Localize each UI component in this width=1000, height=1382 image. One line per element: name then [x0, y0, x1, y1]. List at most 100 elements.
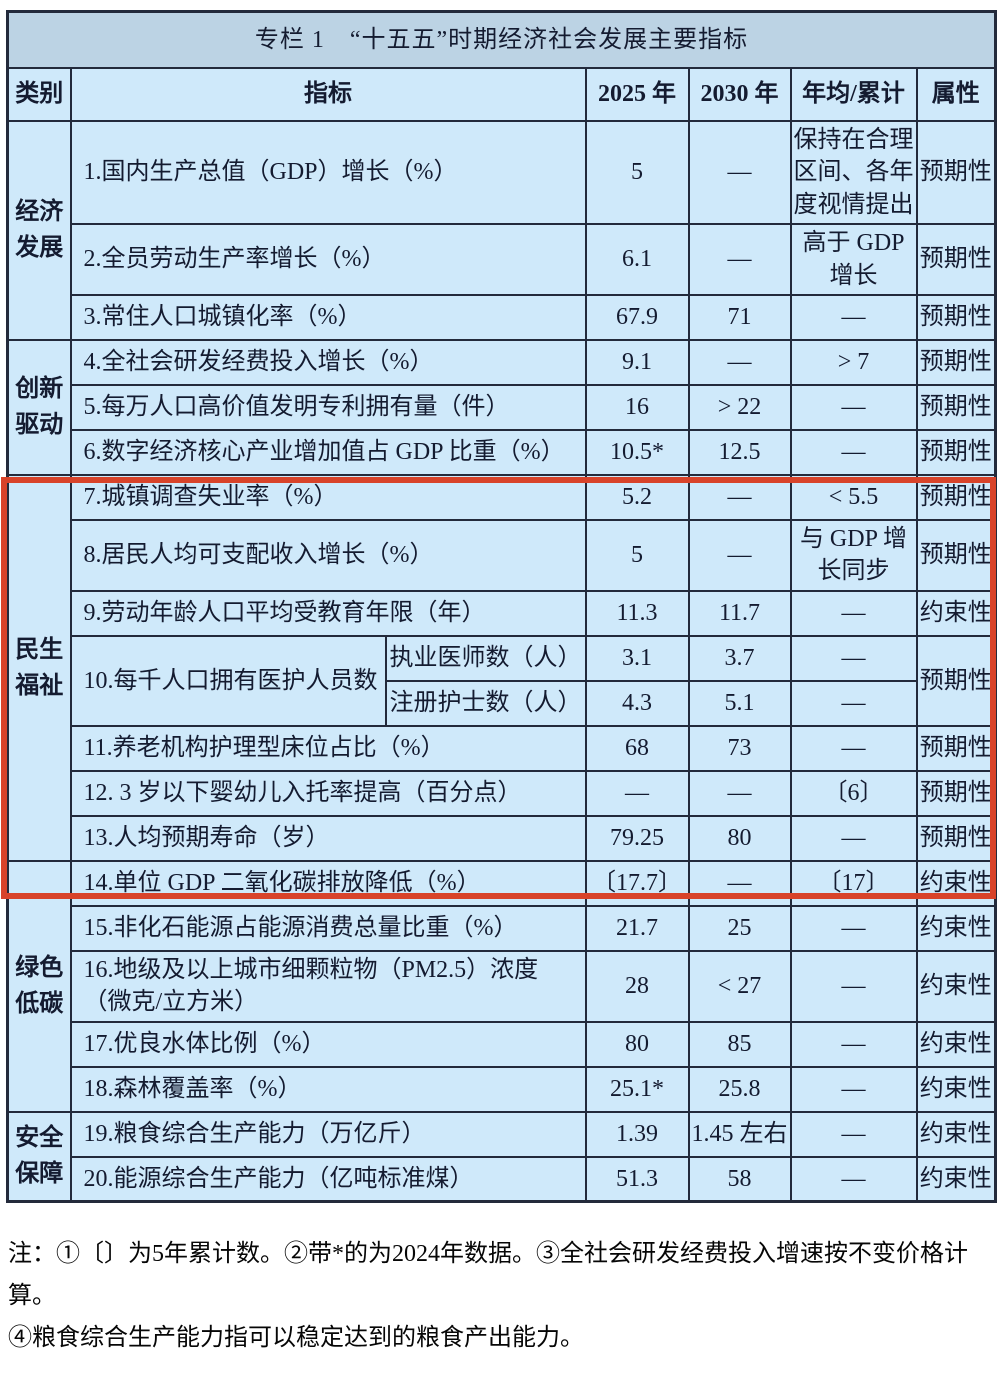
annual-cell: — — [789, 904, 918, 952]
table-row: 10.每千人口拥有医护人员数 执业医师数（人） 3.1 3.7 — 预期性 — [8, 634, 997, 727]
indicator-cell: 8.居民人均可支配收入增长（%） — [69, 518, 587, 592]
value-2025-cell: 25.1* — [584, 1065, 690, 1113]
table-row: 15.非化石能源占能源消费总量比重（%） 21.7 25 — 约束性 — [8, 904, 997, 952]
attribute-cell: 预期性 — [915, 724, 997, 772]
annual-cell: — — [789, 428, 918, 476]
indicator-cell: 11.养老机构护理型床位占比（%） — [69, 724, 587, 772]
table-title: 专栏 1 “十五五”时期经济社会发展主要指标 — [6, 10, 997, 69]
col-header-attr: 属性 — [915, 67, 997, 122]
value-2030-cell: — — [687, 119, 792, 226]
value-2030-cell: — — [687, 769, 792, 817]
value-2030-cell: 73 — [687, 724, 792, 772]
table-row: 5.每万人口高价值发明专利拥有量（件） 16 > 22 — 预期性 — [8, 383, 997, 431]
attribute-cell: 预期性 — [915, 769, 997, 817]
footnote-line: 注：①〔〕为5年累计数。②带*的为2024年数据。③全社会研发经费投入增速按不变… — [8, 1241, 968, 1310]
sub-indicator-cell: 执业医师数（人） — [384, 634, 587, 682]
attribute-cell: 预期性 — [915, 119, 997, 226]
table-row: 经济发展 1.国内生产总值（GDP）增长（%） 5 — 保持在合理区间、各年度视… — [6, 119, 997, 341]
category-cell-innovation: 创新驱动 — [6, 338, 72, 476]
value-2025-cell: 5.2 — [584, 473, 690, 521]
table-row: 6.数字经济核心产业增加值占 GDP 比重（%） 10.5* 12.5 — 预期… — [8, 428, 997, 476]
attribute-cell: 预期性 — [915, 473, 997, 521]
col-header-2030: 2030 年 — [687, 67, 792, 122]
indicator-cell: 16.地级及以上城市细颗粒物（PM2.5）浓度（微克/立方米） — [69, 949, 587, 1023]
indicator-cell: 4.全社会研发经费投入增长（%） — [69, 338, 587, 386]
value-2030-cell: 80 — [687, 814, 792, 862]
table-row: 创新驱动 4.全社会研发经费投入增长（%） 9.1 — > 7 预期性 — [6, 338, 997, 476]
indicator-cell: 3.常住人口城镇化率（%） — [69, 293, 587, 341]
indicator-cell: 6.数字经济核心产业增加值占 GDP 比重（%） — [69, 428, 587, 476]
indicator-cell: 12. 3 岁以下婴幼儿入托率提高（百分点） — [69, 769, 587, 817]
value-2025-cell: 5 — [584, 518, 690, 592]
annual-cell: 与 GDP 增长同步 — [789, 518, 918, 592]
attribute-cell: 约束性 — [915, 1110, 997, 1158]
annual-cell: — — [789, 589, 918, 637]
attribute-cell: 预期性 — [915, 293, 997, 341]
value-2025-cell: 9.1 — [584, 338, 690, 386]
value-2030-cell: — — [687, 859, 792, 907]
value-2030-cell: 25.8 — [687, 1065, 792, 1113]
attribute-cell: 约束性 — [915, 904, 997, 952]
value-2025-cell: 28 — [584, 949, 690, 1023]
footnote-line: ④粮食综合生产能力指可以稳定达到的粮食产出能力。 — [8, 1325, 584, 1352]
value-2025-cell: 〔17.7〕 — [584, 859, 690, 907]
value-2025-cell: 11.3 — [584, 589, 690, 637]
table-row: 安全保障 19.粮食综合生产能力（万亿斤） 1.39 1.45 左右 — 约束性 — [6, 1110, 997, 1203]
value-2025-cell: 21.7 — [584, 904, 690, 952]
attribute-cell: 预期性 — [915, 383, 997, 431]
annual-cell: — — [789, 293, 918, 341]
attribute-cell: 约束性 — [915, 949, 997, 1023]
table-row: 12. 3 岁以下婴幼儿入托率提高（百分点） — — 〔6〕 预期性 — [8, 769, 997, 817]
value-2030-cell: 12.5 — [687, 428, 792, 476]
category-cell-green: 绿色低碳 — [6, 859, 72, 1113]
value-2025-cell: 16 — [584, 383, 690, 431]
col-header-indicator: 指标 — [69, 67, 587, 122]
col-header-category: 类别 — [6, 67, 72, 122]
indicator-cell: 15.非化石能源占能源消费总量比重（%） — [69, 904, 587, 952]
footnotes: 注：①〔〕为5年累计数。②带*的为2024年数据。③全社会研发经费投入增速按不变… — [8, 1233, 990, 1359]
table-row: 16.地级及以上城市细颗粒物（PM2.5）浓度（微克/立方米） 28 < 27 … — [8, 949, 997, 1023]
value-2030-cell: — — [687, 518, 792, 592]
attribute-cell: 约束性 — [915, 859, 997, 907]
indicator-cell: 13.人均预期寿命（岁） — [69, 814, 587, 862]
indicator-cell: 2.全员劳动生产率增长（%） — [69, 223, 587, 296]
value-2025-cell: 51.3 — [584, 1155, 690, 1203]
annual-cell: — — [789, 949, 918, 1023]
attribute-cell: 预期性 — [915, 518, 997, 592]
value-2030-cell: < 27 — [687, 949, 792, 1023]
indicators-table: 专栏 1 “十五五”时期经济社会发展主要指标 类别 指标 2025 年 2030… — [6, 10, 998, 1204]
table-row: 17.优良水体比例（%） 80 85 — 约束性 — [8, 1020, 997, 1068]
category-cell-livelihood: 民生福祉 — [6, 473, 72, 862]
annual-cell: 高于 GDP 增长 — [789, 223, 918, 296]
annual-cell: — — [789, 1155, 918, 1203]
value-2030-cell: 25 — [687, 904, 792, 952]
indicator-cell: 20.能源综合生产能力（亿吨标准煤） — [69, 1155, 587, 1203]
annual-cell: — — [789, 679, 918, 727]
value-2030-cell: 5.1 — [687, 679, 792, 727]
value-2025-cell: 1.39 — [584, 1110, 690, 1158]
value-2030-cell: — — [687, 223, 792, 296]
value-2025-cell: 67.9 — [584, 293, 690, 341]
annual-cell: — — [789, 1110, 918, 1158]
annual-cell: 〔17〕 — [789, 859, 918, 907]
value-2030-cell: — — [687, 338, 792, 386]
annual-cell: — — [789, 383, 918, 431]
table-row: 2.全员劳动生产率增长（%） 6.1 — 高于 GDP 增长 预期性 — [8, 223, 997, 296]
table-row: 13.人均预期寿命（岁） 79.25 80 — 预期性 — [8, 814, 997, 862]
attribute-cell: 约束性 — [915, 1155, 997, 1203]
value-2025-cell: 5 — [584, 119, 690, 226]
indicator-cell: 1.国内生产总值（GDP）增长（%） — [69, 119, 587, 226]
indicator-cell: 9.劳动年龄人口平均受教育年限（年） — [69, 589, 587, 637]
indicator-cell: 5.每万人口高价值发明专利拥有量（件） — [69, 383, 587, 431]
annual-cell: — — [789, 1065, 918, 1113]
annual-cell: — — [789, 724, 918, 772]
value-2030-cell: 3.7 — [687, 634, 792, 682]
attribute-cell: 预期性 — [915, 428, 997, 476]
col-header-2025: 2025 年 — [584, 67, 690, 122]
annual-cell: — — [789, 634, 918, 682]
value-2025-cell: 80 — [584, 1020, 690, 1068]
attribute-cell: 约束性 — [915, 589, 997, 637]
sub-indicator-cell: 注册护士数（人） — [384, 679, 587, 727]
table-row: 8.居民人均可支配收入增长（%） 5 — 与 GDP 增长同步 预期性 — [8, 518, 997, 592]
